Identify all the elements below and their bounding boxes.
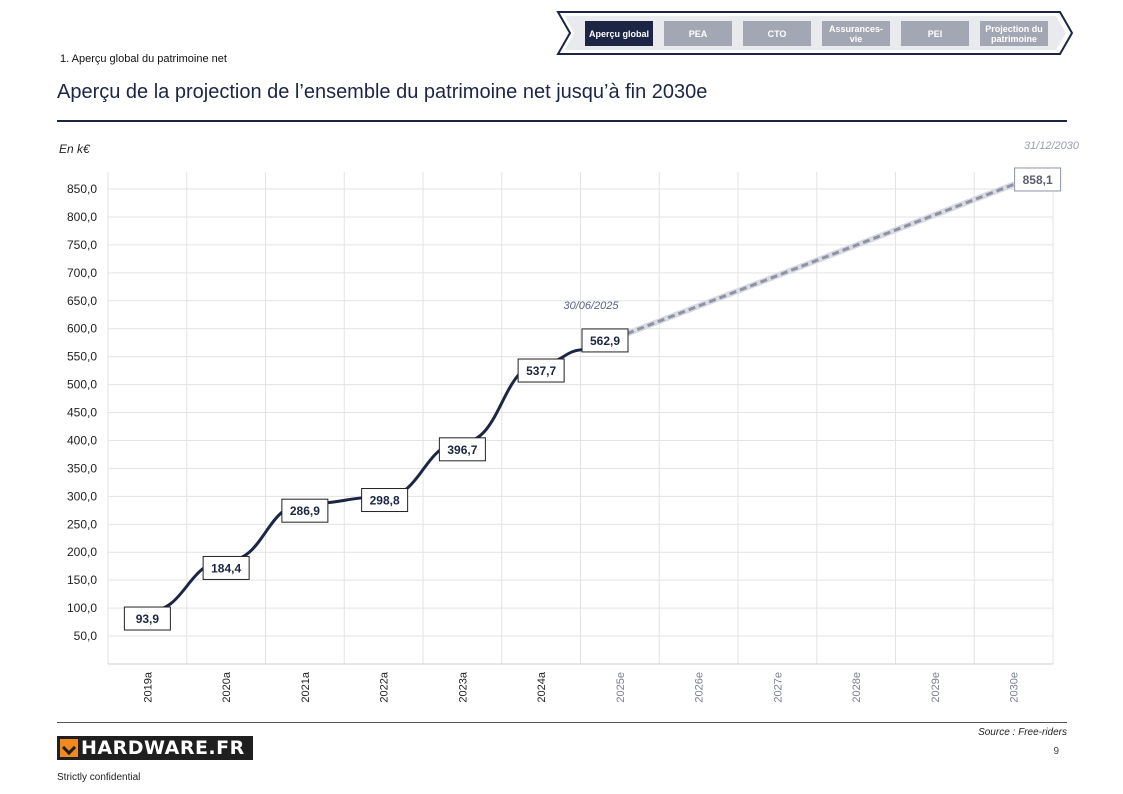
y-tick-label: 850,0 xyxy=(67,182,97,196)
source-note: Source : Free-riders xyxy=(978,727,1067,738)
x-tick-label: 2030e xyxy=(1009,672,1021,703)
data-label-box xyxy=(517,358,565,383)
data-label-box xyxy=(1014,167,1062,192)
tab-cto[interactable]: CTO xyxy=(743,21,811,46)
y-tick-label: 450,0 xyxy=(67,406,97,420)
data-label-box xyxy=(361,488,409,513)
y-tick-label: 500,0 xyxy=(67,378,97,392)
data-label-box xyxy=(123,606,171,631)
footer-divider xyxy=(57,722,1067,723)
y-tick-label: 600,0 xyxy=(67,322,97,336)
x-tick-label: 2028e xyxy=(851,672,863,703)
logo-mark-icon xyxy=(60,739,78,757)
y-tick-label: 350,0 xyxy=(67,461,97,475)
title-divider xyxy=(57,120,1067,122)
x-tick-label: 2029e xyxy=(930,672,942,703)
annotation-date-2030: 31/12/2030 xyxy=(1024,140,1080,152)
section-navigation: Aperçu global PEA CTO Assurances-vie PEI… xyxy=(556,10,1074,56)
y-tick-label: 550,0 xyxy=(67,350,97,364)
data-label-box xyxy=(581,328,629,353)
logo-text: HARDWARE.FR xyxy=(81,737,245,759)
y-tick-label: 150,0 xyxy=(67,573,97,587)
data-label-box xyxy=(438,437,486,462)
data-label: 93,9 xyxy=(136,612,160,626)
y-tick-label: 750,0 xyxy=(67,238,97,252)
page-number: 9 xyxy=(1053,746,1059,757)
y-tick-label: 800,0 xyxy=(67,210,97,224)
y-tick-label: 700,0 xyxy=(67,266,97,280)
x-tick-label: 2026e xyxy=(694,672,706,703)
tab-pea[interactable]: PEA xyxy=(664,21,732,46)
tab-apercu-global[interactable]: Aperçu global xyxy=(585,21,653,46)
y-tick-label: 300,0 xyxy=(67,489,97,503)
data-label: 298,8 xyxy=(370,494,400,508)
y-tick-label: 400,0 xyxy=(67,433,97,447)
x-tick-label: 2019a xyxy=(142,671,154,702)
annotation-date-2025: 30/06/2025 xyxy=(563,300,619,312)
unit-label: En k€ xyxy=(59,142,90,156)
data-label: 286,9 xyxy=(290,504,320,518)
x-tick-label: 2024a xyxy=(536,671,548,702)
y-tick-label: 250,0 xyxy=(67,517,97,531)
x-tick-label: 2025e xyxy=(615,672,627,703)
y-tick-label: 100,0 xyxy=(67,601,97,615)
x-tick-label: 2027e xyxy=(772,672,784,703)
tab-pei[interactable]: PEI xyxy=(901,21,969,46)
data-label: 858,1 xyxy=(1023,173,1053,187)
data-label: 562,9 xyxy=(590,334,620,348)
projection-series-halo xyxy=(583,181,1017,353)
x-tick-label: 2020a xyxy=(221,671,233,702)
data-label: 537,7 xyxy=(526,364,556,378)
y-tick-label: 50,0 xyxy=(74,629,98,643)
tab-projection-patrimoine[interactable]: Projection du patrimoine xyxy=(980,21,1048,46)
x-tick-label: 2023a xyxy=(457,671,469,702)
data-label: 396,7 xyxy=(447,443,477,457)
x-tick-label: 2021a xyxy=(300,671,312,702)
tab-assurances-vie[interactable]: Assurances-vie xyxy=(822,21,890,46)
confidentiality-note: Strictly confidential xyxy=(57,772,141,783)
page-title: Aperçu de la projection de l’ensemble du… xyxy=(57,81,708,103)
data-label-box xyxy=(202,555,250,580)
data-label-box xyxy=(281,498,329,523)
brand-logo: HARDWARE.FR xyxy=(57,736,253,760)
x-tick-label: 2022a xyxy=(379,671,391,702)
data-label: 184,4 xyxy=(211,561,241,575)
y-tick-label: 200,0 xyxy=(67,545,97,559)
y-tick-label: 650,0 xyxy=(67,294,97,308)
section-label: 1. Aperçu global du patrimoine net xyxy=(60,53,227,65)
